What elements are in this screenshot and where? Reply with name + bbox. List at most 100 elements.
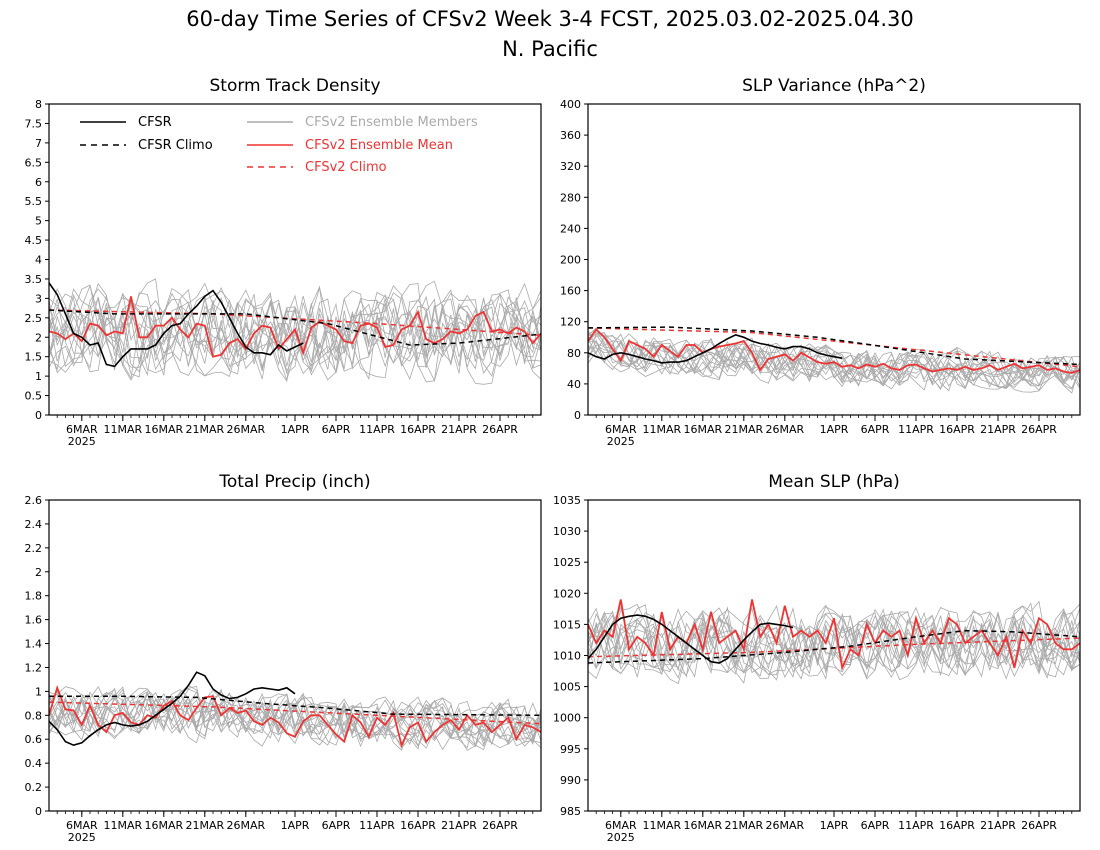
y-tick-label: 1.8	[25, 590, 43, 603]
data-layer	[49, 671, 541, 751]
legend-members-label: CFSv2 Ensemble Members	[305, 115, 478, 130]
x-tick-label: 11MAR	[642, 423, 681, 436]
x-tick-label: 1APR	[281, 423, 310, 436]
y-tick-label: 0	[574, 409, 581, 422]
cfsr-climo-line	[49, 695, 541, 717]
ensemble-member-line	[49, 284, 541, 381]
x-tick-label: 16APR	[939, 819, 975, 832]
y-tick-label: 2	[35, 331, 42, 344]
y-tick-label: 1020	[553, 587, 581, 600]
y-tick-label: 7.5	[25, 117, 43, 130]
ensemble-member-line	[49, 688, 541, 747]
x-tick-label: 6MAR	[605, 819, 637, 832]
y-tick-label: 1010	[553, 650, 581, 663]
panel-slp-variance: SLP Variance (hPa^2) 0 40 80 120 160 200 240 280…	[560, 76, 1081, 448]
y-tick-label: 1030	[553, 525, 581, 538]
ensemble-member-line	[49, 686, 541, 751]
x-year-label: 2025	[607, 831, 635, 844]
x-tick-label: 21MAR	[185, 423, 224, 436]
cfsr-line	[49, 671, 296, 747]
y-tick-label: 2.6	[25, 494, 43, 507]
y-tick-label: 1.2	[25, 661, 43, 674]
y-tick-label: 120	[560, 316, 581, 329]
cfsr-line	[588, 614, 794, 664]
y-tick-label: 1.4	[25, 638, 43, 651]
y-tick-label: 1	[35, 370, 42, 383]
x-tick-label: 6MAR	[66, 819, 98, 832]
y-tick-label: 0.4	[25, 757, 43, 770]
ensemble-member-line	[588, 327, 1080, 390]
panel-total-precip: Total Precip (inch) 0 0.2 0.4 0.6 0.8 1 1.2 1.4 1…	[25, 472, 542, 844]
panel-title: Mean SLP (hPa)	[768, 472, 900, 492]
ensemble-member-line	[49, 293, 541, 385]
y-tick-label: 8	[35, 98, 42, 111]
x-tick-label: 16MAR	[144, 423, 183, 436]
ensemble-member-line	[49, 288, 541, 380]
y-tick-label: 280	[560, 191, 581, 204]
panel-title: SLP Variance (hPa^2)	[742, 76, 926, 96]
x-tick-label: 26APR	[1021, 819, 1057, 832]
x-year-label: 2025	[607, 435, 635, 448]
y-tick-label: 320	[560, 160, 581, 173]
y-tick-label: 2.2	[25, 542, 43, 555]
ensemble-mean-line	[49, 685, 541, 748]
ensemble-member-line	[588, 337, 1080, 389]
y-tick-label: 0.6	[25, 733, 43, 746]
x-tick-label: 16MAR	[683, 423, 722, 436]
cfsr-line	[49, 282, 304, 368]
x-tick-label: 16APR	[939, 423, 975, 436]
x-tick-label: 21APR	[980, 819, 1016, 832]
y-tick-label: 0.2	[25, 781, 43, 794]
y-tick-label: 1.5	[25, 351, 43, 364]
x-tick-label: 11MAR	[642, 819, 681, 832]
x-tick-label: 11APR	[359, 423, 395, 436]
plot-frame	[48, 499, 542, 812]
y-tick-label: 4	[35, 254, 42, 267]
x-tick-label: 11MAR	[103, 819, 142, 832]
y-tick-label: 7	[35, 137, 42, 150]
ensemble-member-line	[588, 336, 1080, 389]
x-tick-label: 16APR	[400, 819, 436, 832]
y-tick-label: 3	[35, 292, 42, 305]
y-tick-label: 6	[35, 176, 42, 189]
cfsr-climo-line	[49, 309, 541, 346]
x-tick-label: 16MAR	[144, 819, 183, 832]
y-tick-label: 2.4	[25, 518, 43, 531]
y-tick-label: 1025	[553, 556, 581, 569]
figure-title: 60-day Time Series of CFSv2 Week 3-4 FCS…	[186, 7, 914, 31]
x-tick-label: 21MAR	[185, 819, 224, 832]
x-tick-label: 6APR	[861, 819, 890, 832]
y-tick-label: 0	[35, 805, 42, 818]
ensemble-member-line	[49, 690, 541, 746]
y-tick-label: 400	[560, 98, 581, 111]
ensemble-member-line	[49, 280, 541, 381]
data-layer	[588, 326, 1080, 394]
y-tick-label: 6.5	[25, 156, 43, 169]
ensemble-member-line	[49, 290, 541, 382]
x-tick-label: 6APR	[322, 819, 351, 832]
y-tick-label: 0.5	[25, 390, 43, 403]
x-tick-label: 26MAR	[226, 819, 265, 832]
cfsr-climo-line	[588, 629, 1080, 664]
x-tick-label: 26MAR	[765, 423, 804, 436]
y-tick-label: 360	[560, 129, 581, 142]
ensemble-member-line	[49, 691, 541, 746]
y-tick-label: 1035	[553, 494, 581, 507]
y-tick-label: 240	[560, 222, 581, 235]
legend-cfsr-label: CFSR	[138, 115, 172, 130]
panel-title: Storm Track Density	[209, 76, 380, 96]
x-tick-label: 11APR	[898, 423, 934, 436]
y-tick-label: 160	[560, 285, 581, 298]
legend: CFSR CFSR Climo CFSv2 Ensemble Members C…	[80, 115, 478, 175]
x-tick-label: 16APR	[400, 423, 436, 436]
data-layer	[49, 278, 541, 385]
y-tick-label: 1.6	[25, 614, 43, 627]
y-tick-label: 200	[560, 254, 581, 267]
ensemble-member-line	[588, 330, 1080, 389]
y-tick-label: 1005	[553, 681, 581, 694]
y-tick-label: 2	[35, 566, 42, 579]
y-tick-label: 990	[560, 774, 581, 787]
x-tick-label: 21MAR	[724, 423, 763, 436]
y-tick-label: 3.5	[25, 273, 43, 286]
